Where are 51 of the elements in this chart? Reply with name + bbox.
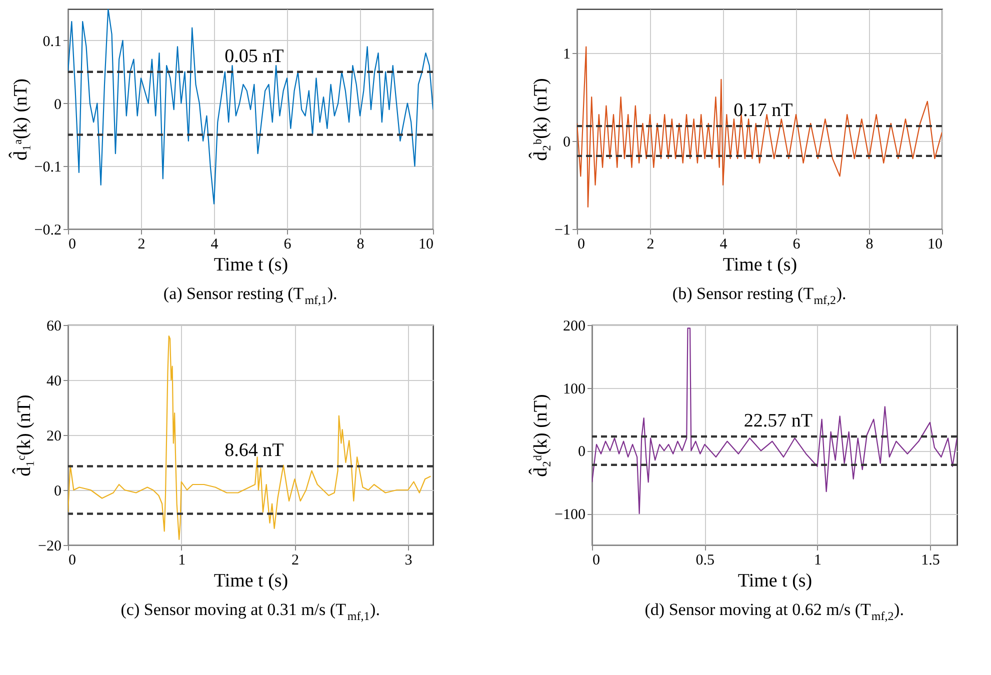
- y-tick-label: 40: [46, 374, 62, 390]
- y-tick-label: 0: [563, 134, 570, 150]
- annotation: 0.17 nT: [734, 100, 794, 122]
- x-tick-label: 0.5: [696, 552, 715, 568]
- x-tick-label: 10: [418, 236, 434, 252]
- y-tick-label: 0: [54, 96, 62, 113]
- x-tick-label: 6: [284, 236, 292, 252]
- y-axis-title: d̂₂ᵈ(k) (nT): [528, 394, 552, 477]
- x-axis-title: Time t (s): [214, 570, 288, 592]
- y-tick-label: 100: [563, 381, 586, 398]
- x-tick-label: 1: [178, 552, 186, 568]
- annotation: 8.64 nT: [224, 440, 284, 462]
- y-tick-label: 1: [563, 46, 570, 62]
- x-tick-label: 8: [866, 236, 874, 252]
- y-tick-label: 0: [54, 484, 62, 500]
- x-tick-label: 2: [646, 236, 654, 252]
- x-tick-label: 2: [291, 552, 299, 568]
- x-tick-label: 2: [138, 236, 146, 252]
- y-tick-label: −0.2: [34, 222, 62, 238]
- y-tick-label: 0.1: [42, 34, 62, 50]
- y-axis-title: d̂₂ᵇ(k) (nT): [528, 78, 552, 161]
- x-tick-label: 0: [592, 552, 600, 568]
- y-tick-label: 200: [563, 318, 586, 334]
- x-tick-label: 10: [928, 236, 942, 252]
- annotation: 0.05 nT: [224, 46, 284, 67]
- x-tick-label: 0: [68, 236, 76, 252]
- y-tick-label: −0.1: [34, 160, 62, 176]
- line-series: [68, 335, 432, 540]
- x-tick-label: 4: [720, 236, 728, 252]
- x-axis-title: Time t (s): [738, 570, 812, 592]
- x-tick-label: 3: [404, 552, 412, 568]
- y-tick-label: −100: [554, 507, 586, 524]
- x-tick-label: 8: [356, 236, 364, 252]
- x-tick-label: 4: [210, 236, 219, 252]
- y-axis-title: d̂₁ᵃ(k) (nT): [8, 78, 32, 160]
- y-tick-label: 60: [46, 318, 62, 334]
- x-tick-label: 6: [792, 236, 801, 252]
- x-axis-title: Time t (s): [722, 254, 798, 276]
- y-axis-title: d̂₁ᶜ(k) (nT): [12, 394, 36, 476]
- annotation: 22.57 nT: [744, 410, 813, 432]
- line-series: [592, 328, 957, 514]
- x-tick-label: 1.5: [921, 552, 940, 568]
- line-series: [577, 46, 942, 208]
- y-tick-label: 0: [578, 444, 586, 460]
- x-tick-label: 1: [814, 552, 822, 568]
- y-tick-label: −20: [38, 538, 62, 554]
- x-tick-label: 0: [68, 552, 76, 568]
- x-axis-title: Time t (s): [214, 254, 288, 276]
- y-tick-label: 20: [46, 428, 62, 444]
- line-series: [68, 9, 433, 204]
- y-tick-label: −1: [554, 222, 570, 238]
